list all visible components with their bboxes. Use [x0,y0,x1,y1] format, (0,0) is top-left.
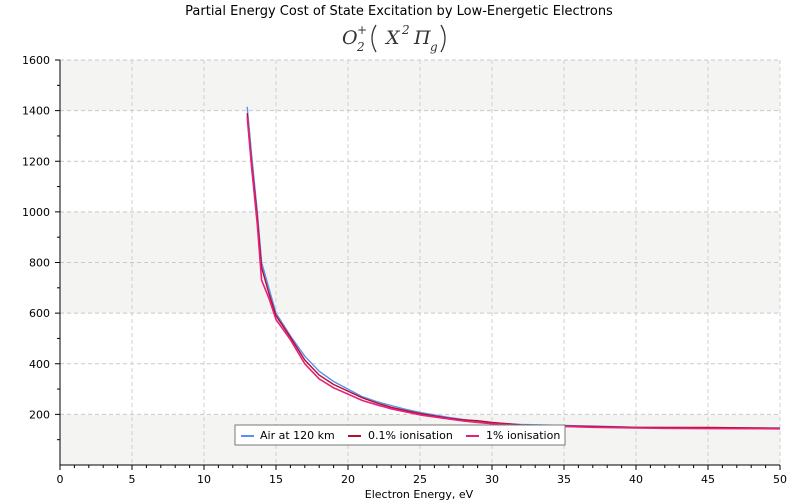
y-tick-label: 1600 [22,54,50,67]
x-tick-label: 20 [341,473,355,486]
legend-label-1-ionisation: 1% ionisation [486,429,560,442]
formula-inner-subscript: g [430,40,438,54]
y-tick-label: 200 [29,408,50,421]
formula-inner-base: X [384,27,401,49]
x-axis-label: Electron Energy, eV [365,488,474,500]
formula-inner-pi: Π [413,27,431,49]
chart-subtitle-formula: O + 2 X 2 Π g [342,23,446,54]
y-tick-label: 800 [29,257,50,270]
legend: Air at 120 km 0.1% ionisation 1% ionisat… [234,424,566,446]
tick-marks [55,59,781,470]
formula-subscript: 2 [356,40,365,54]
y-tick-label: 1200 [22,155,50,168]
y-tick-label: 1000 [22,206,50,219]
legend-label-air: Air at 120 km [260,429,335,442]
x-tick-label: 10 [197,473,211,486]
x-tick-label: 50 [773,473,787,486]
series-line-2 [246,116,781,430]
y-tick-label: 1400 [22,105,50,118]
x-tick-label: 45 [701,473,715,486]
y-tick-label: 400 [29,358,50,371]
x-tick-label: 5 [129,473,136,486]
x-tick-label: 30 [485,473,499,486]
formula-superscript: + [357,23,367,37]
legend-box [234,424,566,446]
x-tick-label: 0 [57,473,64,486]
x-tick-label: 40 [629,473,643,486]
legend-label-0-1-ionisation: 0.1% ionisation [368,429,453,442]
formula-right-paren [440,24,446,53]
chart-title: Partial Energy Cost of State Excitation … [185,4,613,19]
formula-base: O [342,27,358,49]
tick-labels: 200 400 600 800 1000 1200 1400 1600 0 5 10 15 20 25 30… [22,54,787,486]
y-tick-label: 600 [29,307,50,320]
x-tick-label: 25 [413,473,427,486]
x-tick-label: 35 [557,473,571,486]
formula-inner-superscript: 2 [401,23,410,37]
formula-left-paren [371,24,377,53]
x-tick-label: 15 [269,473,283,486]
